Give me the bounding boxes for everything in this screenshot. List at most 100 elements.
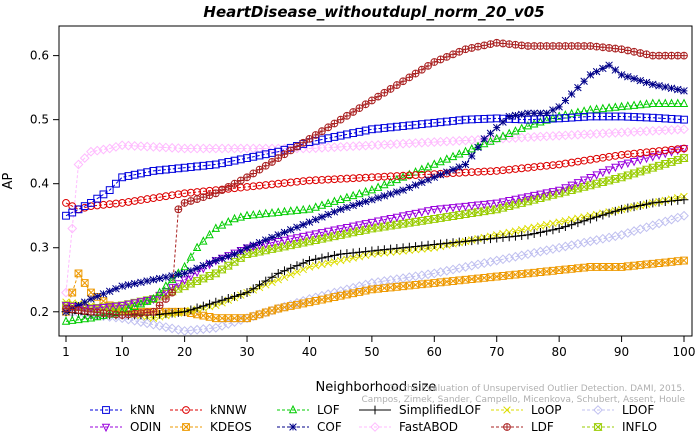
data-point-knnw-31 [249,182,258,191]
data-point-lof-74 [517,123,526,132]
data-point-simplifiedlof-99 [673,195,683,205]
data-point-simplifiedlof-73 [511,231,520,241]
data-point-knn-98 [667,114,676,123]
data-point-kdeos-42 [318,295,326,304]
data-point-kdeos-90 [617,263,626,271]
data-point-knnw-94 [642,148,651,157]
data-point-cof-20 [180,269,189,278]
data-point-cof-46 [343,203,351,212]
data-point-kdeos-76 [530,268,539,277]
data-point-knn-62 [442,117,451,126]
data-point-knn-32 [255,151,264,160]
data-point-odin-19 [174,280,183,289]
data-point-knn-81 [561,114,570,122]
data-point-cof-54 [393,188,401,196]
data-point-knn-86 [592,112,601,121]
data-point-knn-64 [455,116,464,125]
data-point-loop-45 [336,256,345,265]
data-point-odin-41 [311,230,320,239]
data-point-knn-44 [330,133,339,141]
data-point-kdeos-32 [255,310,264,319]
data-point-knnw-48 [355,174,364,182]
data-point-odin-74 [517,194,526,203]
data-point-odin-82 [567,181,576,191]
data-point-odin-47 [348,222,358,232]
data-point-simplifiedlof-51 [373,245,383,255]
data-point-lof-63 [448,151,458,161]
data-point-fastabod-19 [173,143,184,154]
data-point-cof-84 [580,77,588,85]
data-point-simplifiedlof-60 [429,240,439,249]
data-point-kdeos-69 [486,273,495,282]
data-point-kdeos-73 [511,270,520,279]
data-point-lof-30 [242,210,252,220]
data-point-simplifiedlof-49 [361,247,371,256]
data-point-ldf-48 [355,104,364,112]
data-point-knn-16 [155,166,164,175]
data-point-loop-79 [549,219,557,228]
data-point-odin-85 [586,173,595,183]
data-point-knn-45 [336,131,345,140]
data-point-ldf-89 [611,44,620,53]
data-point-simplifiedlof-30 [242,288,252,297]
data-point-cof-68 [480,135,488,143]
data-point-simplifiedlof-46 [342,249,352,258]
data-point-fastabod-15 [148,141,159,152]
data-point-ldf-68 [480,41,489,50]
data-point-knn-29 [236,155,245,164]
data-point-lof-99 [673,98,682,107]
data-point-knnw-76 [530,163,539,171]
y-axis: 0.2 0.3 0.4 0.5 0.6 [30,49,59,319]
data-point-kdeos-98 [667,257,676,266]
data-point-ldf-10 [118,311,127,319]
data-point-kdeos-65 [461,275,470,284]
data-point-simplifiedlof-78 [542,226,552,236]
data-point-lof-46 [342,192,352,202]
data-point-ldf-7 [99,309,108,317]
data-point-knn-90 [617,112,626,121]
legend-item-ldf: LDF [491,420,554,434]
data-point-cof-71 [499,118,507,126]
data-point-knn-47 [349,129,358,138]
data-point-cof-9 [112,284,120,293]
data-point-ldf-2 [68,305,77,314]
legend-marker-cof [289,423,297,431]
data-point-knnw-36 [280,179,289,187]
data-point-knnw-74 [517,164,526,173]
data-point-knnw-47 [349,174,358,183]
data-point-ldf-90 [617,45,626,54]
data-point-lof-79 [548,113,558,122]
data-point-inflo-94 [641,165,652,174]
watermark-line-2: Campos, Zimek, Sander, Campello, Micenko… [362,395,686,405]
data-point-ldf-85 [586,42,595,50]
data-point-kdeos-94 [642,260,651,269]
data-point-lof-17 [161,281,171,290]
data-point-cof-13 [137,278,145,287]
data-point-loop-48 [355,252,364,261]
data-point-cof-63 [449,165,457,174]
data-point-ldof-16 [154,320,165,331]
data-point-knnw-99 [673,145,682,154]
data-point-ldf-41 [311,131,320,139]
legend-marker-loop [503,406,511,414]
data-point-knnw-92 [630,149,638,158]
data-point-knn-27 [224,158,233,166]
series-fastabod [61,124,689,298]
data-point-kdeos-83 [573,264,582,273]
data-point-lof-26 [217,220,227,229]
data-point-ldf-94 [642,50,651,59]
data-point-ldf-32 [255,165,264,174]
data-point-odin-87 [598,168,608,178]
data-point-loop-80 [555,218,563,226]
data-point-loop-47 [349,254,357,262]
data-point-simplifiedlof-50 [367,246,377,256]
series-ldf [62,38,688,319]
data-point-kdeos-63 [449,277,457,285]
data-point-knnw-66 [467,168,476,177]
data-point-knnw-54 [392,172,401,180]
data-point-kdeos-59 [424,279,432,288]
data-point-odin-61 [436,205,445,214]
data-point-ldf-17 [161,295,170,303]
data-point-simplifiedlof-61 [436,239,445,249]
data-point-kdeos-96 [655,259,663,268]
